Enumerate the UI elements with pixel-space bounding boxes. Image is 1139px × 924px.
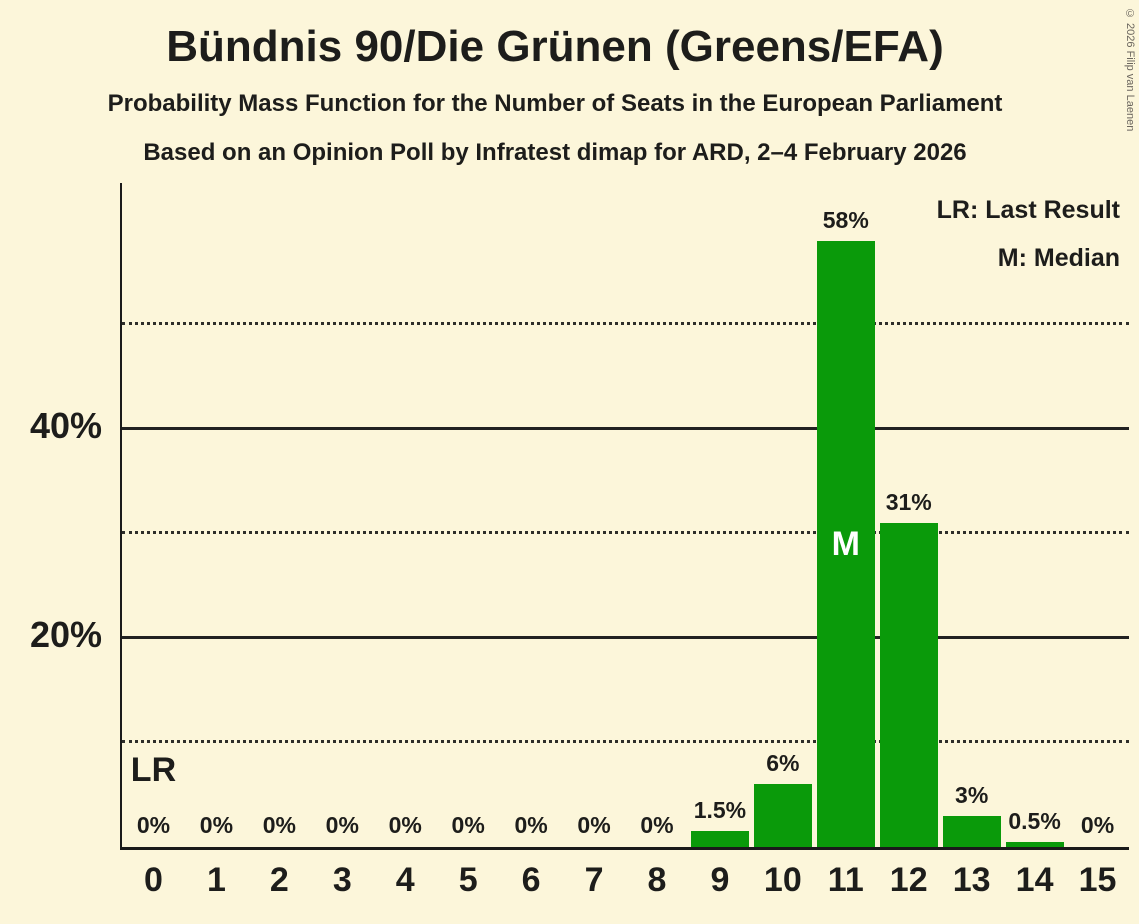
x-tick-label: 0: [144, 861, 163, 899]
gridline-20pct: [122, 635, 1129, 639]
x-tick-label: 6: [521, 861, 541, 899]
y-tick-label: 40%: [29, 404, 102, 446]
x-tick-label: 13: [952, 861, 991, 899]
bar-value-label: 0%: [577, 812, 611, 838]
chart-title: Bündnis 90/Die Grünen (Greens/EFA): [166, 22, 944, 71]
bar-value-label: 0%: [451, 812, 485, 838]
bar-seat-12: [879, 522, 938, 847]
bar-value-label: 0%: [262, 812, 296, 838]
gridline-10pct: [122, 740, 1129, 744]
bar-value-label: 0%: [388, 812, 422, 838]
bar-value-label: 0%: [136, 812, 171, 838]
bar-value-label: 0%: [514, 812, 548, 838]
bar-value-label: 0%: [199, 812, 234, 838]
x-tick-label: 7: [584, 861, 604, 899]
x-tick-label: 5: [458, 861, 478, 899]
chart-subtitle-line2: Based on an Opinion Poll by Infratest di…: [143, 139, 967, 166]
gridline-30pct: [122, 531, 1129, 535]
x-tick-label: 12: [889, 861, 928, 899]
bar-value-label: 0%: [640, 812, 674, 838]
legend-last-result: LR: Last Result: [936, 196, 1120, 224]
x-tick-label: 1: [206, 861, 226, 899]
median-marker: M: [831, 524, 860, 563]
bar-seat-10: [753, 784, 812, 847]
x-tick-label: 11: [827, 861, 864, 899]
x-tick-label: 15: [1078, 861, 1117, 899]
chart-legend: LR: Last Result M: Median: [937, 186, 1120, 282]
x-tick-label: 4: [395, 861, 415, 899]
plot-area: 0% 0 0% 1 0% 2 0% 3 0% 4 0% 5 0% 6 0% 7 0% 8 1.5% 9 6% 10 58% 1…: [120, 183, 1129, 899]
bar-value-label: 0%: [1080, 812, 1115, 838]
x-tick-label: 14: [1015, 861, 1054, 899]
bar-value-label: 0%: [325, 812, 359, 838]
bar-seat-11: [816, 240, 875, 847]
gridline-50pct: [122, 322, 1129, 326]
bar-seat-13: [942, 815, 1001, 847]
bar-value-label: 1.5%: [693, 797, 747, 824]
last-result-marker: LR: [130, 751, 177, 789]
x-tick-label: 10: [763, 861, 802, 899]
copyright-notice: © 2026 Filip van Laenen: [1124, 8, 1136, 132]
bar-seat-9: [690, 831, 749, 847]
x-tick-label: 8: [647, 861, 667, 899]
bar-value-label: 31%: [885, 488, 932, 515]
bar-value-label: 0.5%: [1008, 807, 1061, 834]
legend-median: M: Median: [997, 244, 1120, 272]
gridline-40pct: [122, 426, 1129, 430]
bar-value-label: 58%: [822, 206, 869, 233]
y-tick-label: 20%: [29, 613, 102, 655]
x-tick-label: 2: [269, 861, 289, 899]
bar-seat-14: [1005, 841, 1064, 847]
bar-value-label: 6%: [766, 750, 800, 777]
bar-value-label: 3%: [955, 781, 989, 808]
x-tick-label: 9: [710, 861, 730, 899]
chart-subtitle-line1: Probability Mass Function for the Number…: [107, 90, 1003, 117]
x-tick-label: 3: [332, 861, 352, 899]
